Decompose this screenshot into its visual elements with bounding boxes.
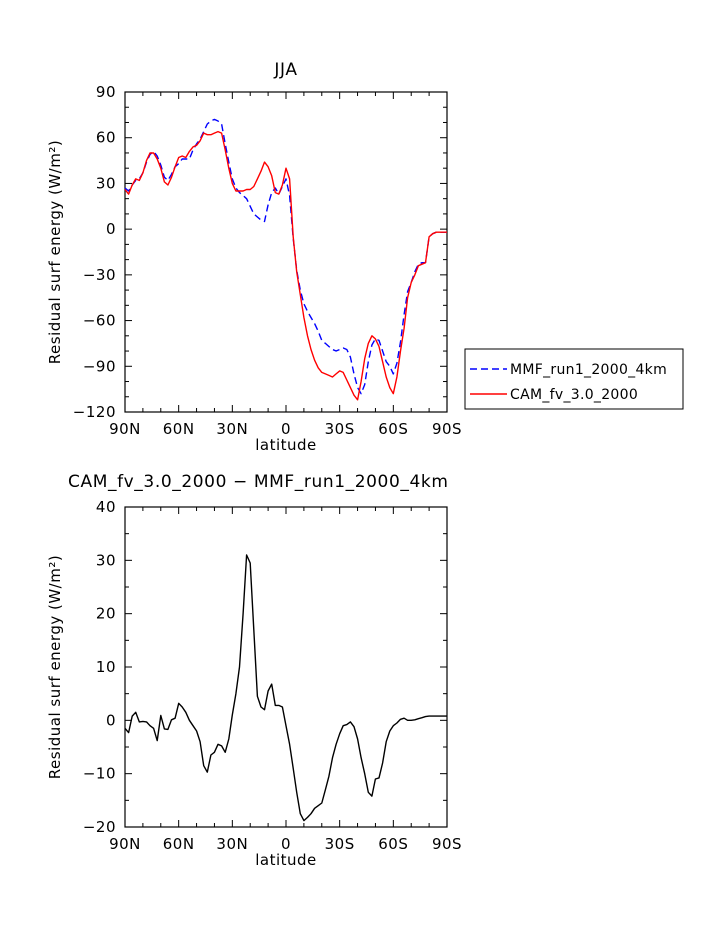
x-tick-label: 90S xyxy=(432,420,462,438)
series-group xyxy=(124,554,447,822)
x-tick-label: 30S xyxy=(325,835,355,853)
x-tick-label: 60N xyxy=(163,420,195,438)
x-tick-label: 0 xyxy=(281,420,291,438)
y-tick-label: 0 xyxy=(106,220,116,238)
y-tick-label: −30 xyxy=(83,266,116,284)
y-tick-label: −90 xyxy=(83,357,116,375)
y-tick-label: −120 xyxy=(73,403,116,421)
x-axis-title: latitude xyxy=(255,436,317,454)
x-tick-label: 90N xyxy=(109,835,141,853)
y-tick-label: 40 xyxy=(96,498,116,516)
y-tick-label: 10 xyxy=(96,658,116,676)
x-tick-label: 60S xyxy=(378,420,408,438)
x-tick-label: 0 xyxy=(281,835,291,853)
y-tick-label: 90 xyxy=(96,83,116,101)
y-tick-label: 0 xyxy=(106,711,116,729)
y-tick-label: 30 xyxy=(96,174,116,192)
x-tick-label: 90S xyxy=(432,835,462,853)
legend-label: CAM_fv_3.0_2000 xyxy=(510,387,638,403)
series-line-mmf-run1-2000-4km xyxy=(124,118,447,395)
series-line-cam-fv-3-0-2000 xyxy=(124,130,447,401)
y-tick-label: −10 xyxy=(83,765,116,783)
x-tick-label: 90N xyxy=(109,420,141,438)
x-tick-label: 30N xyxy=(216,420,248,438)
x-tick-label: 30S xyxy=(325,420,355,438)
chart-title: JJA xyxy=(273,60,297,80)
chart-title: CAM_fv_3.0_2000 − MMF_run1_2000_4km xyxy=(68,472,449,492)
chart-panel-top: JJA 90N 60N 30N 0 30S 60S 90S 90 60 30 0 −30 −60 −90 −1… xyxy=(46,60,684,454)
x-tick-label: 60N xyxy=(163,835,195,853)
x-tick-label: 60S xyxy=(378,835,408,853)
series-line-difference xyxy=(124,554,447,822)
y-tick-label: 60 xyxy=(96,129,116,147)
x-tick-label: 30N xyxy=(216,835,248,853)
y-axis-title: Residual surf energy (W/m²) xyxy=(46,140,64,364)
plot-frame xyxy=(124,506,448,828)
chart-panel-bottom: CAM_fv_3.0_2000 − MMF_run1_2000_4km 90N 60… xyxy=(46,472,462,869)
x-axis-title: latitude xyxy=(255,851,317,869)
series-group xyxy=(124,118,447,401)
legend: MMF_run1_2000_4km CAM_fv_3.0_2000 xyxy=(464,348,684,410)
y-tick-label: 20 xyxy=(96,605,116,623)
legend-box xyxy=(464,348,684,410)
y-tick-label: −20 xyxy=(83,818,116,836)
legend-label: MMF_run1_2000_4km xyxy=(510,362,667,378)
y-tick-label: 30 xyxy=(96,551,116,569)
y-axis-title: Residual surf energy (W/m²) xyxy=(46,555,64,779)
y-tick-label: −60 xyxy=(83,312,116,330)
